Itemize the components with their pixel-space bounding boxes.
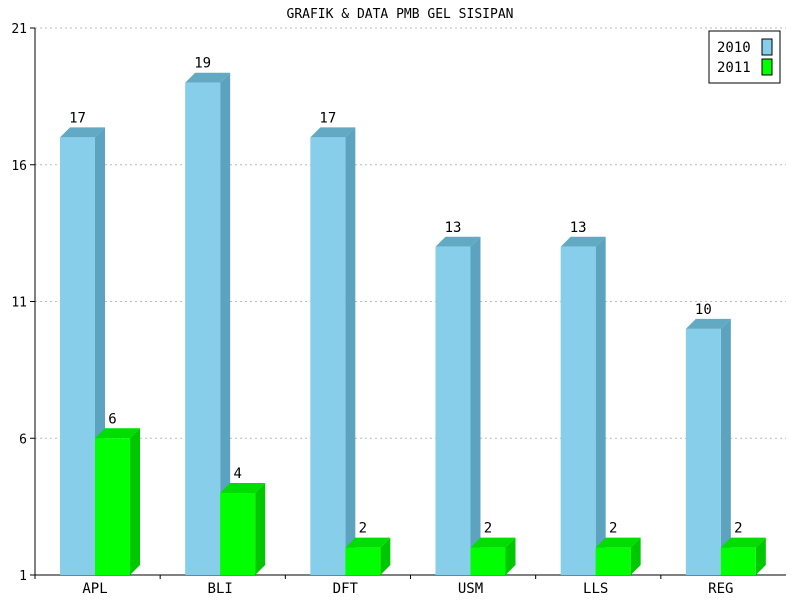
legend-swatch	[761, 58, 773, 76]
legend-label: 2010	[717, 40, 751, 56]
bar-2011-REG	[720, 547, 756, 575]
legend: 2010 2011	[708, 30, 781, 84]
grid-lines	[35, 27, 786, 439]
bar-2011-DFT	[345, 547, 381, 575]
bar-top	[560, 236, 606, 247]
bar-top	[685, 318, 731, 329]
bar-top	[185, 72, 231, 83]
bar-side	[505, 537, 516, 575]
bar-side	[720, 318, 731, 575]
bar-2010-REG	[685, 328, 721, 575]
y-tick-label: 6	[19, 432, 27, 447]
y-tick-label: 21	[11, 22, 27, 37]
bar-side	[595, 236, 606, 576]
x-tick-label: USM	[458, 581, 483, 597]
bar-top	[345, 537, 391, 548]
data-labels: 17 6 19 4 17 2 13 2 13 2 10 2	[69, 56, 742, 537]
x-tick-label: BLI	[208, 581, 233, 597]
bars	[60, 72, 766, 576]
bar-2010-LLS	[560, 246, 596, 576]
bar-top	[435, 236, 481, 247]
data-label: 19	[194, 56, 211, 72]
bar-side	[470, 236, 481, 576]
legend-label: 2011	[717, 60, 751, 76]
bar-2011-LLS	[595, 547, 631, 575]
bar-side	[345, 127, 356, 576]
bar-top	[470, 537, 516, 548]
data-label: 2	[484, 521, 492, 537]
data-label: 13	[445, 220, 462, 236]
data-label: 6	[108, 411, 116, 427]
bar-2010-USM	[435, 246, 471, 576]
data-label: 10	[695, 302, 712, 318]
bar-2010-APL	[60, 137, 95, 575]
y-tick-label: 1	[19, 569, 27, 584]
x-tick-label: REG	[708, 581, 733, 597]
x-tick-label: APL	[82, 581, 107, 597]
bar-top	[95, 428, 140, 439]
bar-side	[380, 537, 391, 575]
data-label: 4	[233, 466, 241, 482]
bar-top	[595, 537, 641, 548]
bar-2011-APL	[95, 438, 130, 575]
bar-2010-BLI	[185, 82, 221, 575]
bar-2011-USM	[470, 547, 506, 575]
bar-2010-DFT	[310, 137, 346, 575]
bar-side	[220, 72, 231, 575]
bar-top	[720, 537, 766, 548]
data-label: 17	[69, 110, 86, 126]
data-label: 2	[734, 521, 742, 537]
x-tick-label: LLS	[583, 581, 608, 597]
y-tick-label: 11	[11, 296, 27, 311]
x-tick-label: DFT	[333, 581, 359, 597]
legend-swatch	[761, 38, 773, 56]
bar-side	[130, 428, 140, 575]
chart-title: GRAFIK & DATA PMB GEL SISIPAN	[287, 7, 514, 22]
bar-side	[755, 537, 766, 575]
bar-side	[255, 482, 266, 575]
data-label: 17	[319, 110, 336, 126]
data-label: 2	[359, 521, 367, 537]
bar-top	[310, 127, 356, 138]
bar-side	[630, 537, 641, 575]
data-label: 13	[570, 220, 587, 236]
y-tick-label: 16	[11, 159, 27, 174]
bar-top	[220, 482, 266, 493]
bar-top	[60, 127, 105, 138]
data-label: 2	[609, 521, 617, 537]
bar-2011-BLI	[220, 492, 256, 575]
